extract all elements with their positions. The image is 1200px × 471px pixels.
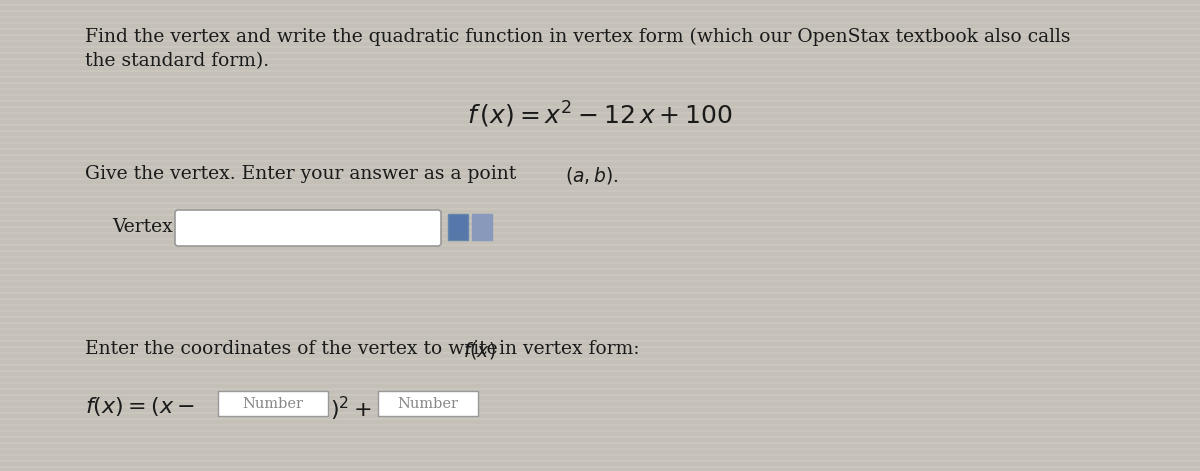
Bar bbox=[0, 354, 1200, 357]
Bar bbox=[0, 60, 1200, 63]
Bar bbox=[0, 132, 1200, 135]
Bar bbox=[0, 84, 1200, 87]
Bar bbox=[0, 456, 1200, 459]
Bar bbox=[0, 366, 1200, 369]
FancyBboxPatch shape bbox=[218, 391, 328, 416]
FancyBboxPatch shape bbox=[472, 214, 492, 240]
Bar bbox=[0, 246, 1200, 249]
Bar bbox=[0, 192, 1200, 195]
Bar bbox=[0, 306, 1200, 309]
Bar bbox=[0, 222, 1200, 225]
Bar bbox=[0, 12, 1200, 15]
Bar bbox=[0, 96, 1200, 99]
Bar bbox=[0, 198, 1200, 201]
Text: Number: Number bbox=[397, 397, 458, 411]
Bar bbox=[0, 294, 1200, 297]
Bar bbox=[0, 36, 1200, 39]
Bar bbox=[0, 426, 1200, 429]
Bar bbox=[0, 138, 1200, 141]
Bar bbox=[0, 396, 1200, 399]
Bar bbox=[0, 414, 1200, 417]
Text: Enter the coordinates of the vertex to write: Enter the coordinates of the vertex to w… bbox=[85, 340, 504, 358]
Bar bbox=[0, 144, 1200, 147]
Bar bbox=[0, 462, 1200, 465]
Bar bbox=[0, 420, 1200, 423]
Bar bbox=[0, 252, 1200, 255]
Bar bbox=[0, 276, 1200, 279]
Bar bbox=[0, 342, 1200, 345]
Bar bbox=[0, 390, 1200, 393]
Text: $f(x)$: $f(x)$ bbox=[463, 340, 496, 361]
Bar bbox=[0, 282, 1200, 285]
FancyBboxPatch shape bbox=[378, 391, 478, 416]
Bar bbox=[0, 48, 1200, 51]
Bar bbox=[0, 318, 1200, 321]
Text: $f\,(x) = x^2 - 12\,x + 100$: $f\,(x) = x^2 - 12\,x + 100$ bbox=[467, 100, 733, 130]
Text: $(a, b)$.: $(a, b)$. bbox=[565, 165, 619, 186]
Bar bbox=[0, 114, 1200, 117]
Bar bbox=[0, 108, 1200, 111]
Bar bbox=[0, 444, 1200, 447]
Bar bbox=[0, 468, 1200, 471]
Bar bbox=[0, 360, 1200, 363]
Bar bbox=[0, 402, 1200, 405]
Bar bbox=[0, 186, 1200, 189]
Bar bbox=[0, 348, 1200, 351]
Text: $f(x) = (x-$: $f(x) = (x-$ bbox=[85, 395, 196, 418]
Bar bbox=[0, 372, 1200, 375]
Bar bbox=[0, 72, 1200, 75]
FancyBboxPatch shape bbox=[448, 214, 468, 240]
Bar bbox=[0, 204, 1200, 207]
Bar bbox=[0, 300, 1200, 303]
Text: Find the vertex and write the quadratic function in vertex form (which our OpenS: Find the vertex and write the quadratic … bbox=[85, 28, 1070, 46]
Bar bbox=[0, 78, 1200, 81]
Bar bbox=[0, 174, 1200, 177]
Bar bbox=[0, 120, 1200, 123]
Bar bbox=[0, 228, 1200, 231]
Bar bbox=[0, 378, 1200, 381]
Bar bbox=[0, 438, 1200, 441]
Bar bbox=[0, 258, 1200, 261]
Bar bbox=[0, 168, 1200, 171]
Bar bbox=[0, 24, 1200, 27]
Bar bbox=[0, 216, 1200, 219]
Bar bbox=[0, 126, 1200, 129]
Bar bbox=[0, 150, 1200, 153]
Bar bbox=[0, 270, 1200, 273]
Bar bbox=[0, 54, 1200, 57]
Bar bbox=[0, 450, 1200, 453]
Bar bbox=[0, 30, 1200, 33]
Text: Vertex:: Vertex: bbox=[112, 218, 179, 236]
Bar bbox=[0, 384, 1200, 387]
Bar bbox=[0, 240, 1200, 243]
Bar bbox=[0, 408, 1200, 411]
Bar bbox=[0, 336, 1200, 339]
Bar bbox=[0, 18, 1200, 21]
Bar bbox=[0, 66, 1200, 69]
Bar bbox=[0, 102, 1200, 105]
Bar bbox=[0, 312, 1200, 315]
Bar bbox=[0, 234, 1200, 237]
Bar bbox=[0, 90, 1200, 93]
Bar bbox=[0, 324, 1200, 327]
Bar bbox=[0, 162, 1200, 165]
Text: Give the vertex. Enter your answer as a point: Give the vertex. Enter your answer as a … bbox=[85, 165, 522, 183]
Bar bbox=[0, 288, 1200, 291]
Bar bbox=[0, 330, 1200, 333]
FancyBboxPatch shape bbox=[175, 210, 442, 246]
Bar bbox=[0, 210, 1200, 213]
Bar bbox=[0, 432, 1200, 435]
Bar bbox=[0, 180, 1200, 183]
Bar bbox=[0, 6, 1200, 9]
Bar bbox=[0, 0, 1200, 3]
Bar bbox=[0, 156, 1200, 159]
Text: in vertex form:: in vertex form: bbox=[493, 340, 640, 358]
Bar bbox=[0, 264, 1200, 267]
Text: $)^2+$: $)^2+$ bbox=[330, 395, 372, 423]
Text: the standard form).: the standard form). bbox=[85, 52, 269, 70]
Text: Number: Number bbox=[242, 397, 304, 411]
Bar bbox=[0, 42, 1200, 45]
